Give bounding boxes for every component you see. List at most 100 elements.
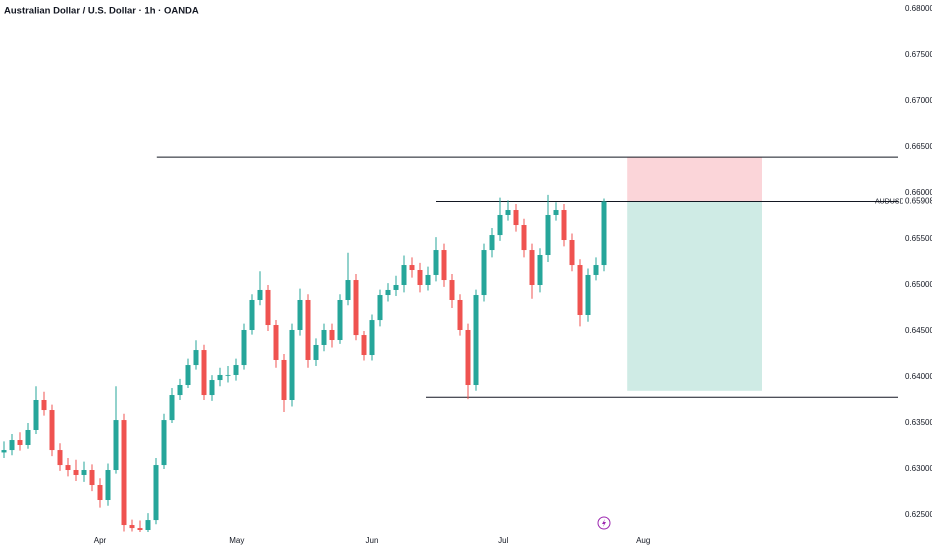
candle-body <box>457 299 463 330</box>
candle-body <box>545 214 551 256</box>
candle-body <box>225 374 231 376</box>
candle-body <box>353 280 359 336</box>
candle-body <box>201 350 207 396</box>
candle-body <box>113 420 119 471</box>
candle-body <box>417 270 423 285</box>
candle-body <box>17 440 23 445</box>
candle-body <box>177 385 183 396</box>
y-tick-label: 0.62500 <box>905 510 932 519</box>
candle-body <box>513 210 519 226</box>
candle-body <box>169 395 175 421</box>
candle-body <box>241 329 247 366</box>
candle-body <box>233 365 239 375</box>
candle-body <box>497 214 503 236</box>
x-tick-label: Jun <box>366 536 379 545</box>
candle-body <box>305 299 311 360</box>
candle-body <box>1 450 7 453</box>
x-tick-label: Aug <box>636 536 650 545</box>
icon-circle <box>597 516 611 530</box>
candle-body <box>385 289 391 296</box>
candle-body <box>265 289 271 326</box>
candle-body <box>97 485 103 501</box>
candle-body <box>489 235 495 251</box>
candle-body <box>585 274 591 315</box>
candle-body <box>529 250 535 285</box>
y-tick-label: 0.64000 <box>905 372 932 381</box>
candle-body <box>481 250 487 296</box>
candle-body <box>433 250 439 275</box>
candle-body <box>377 295 383 321</box>
candle-body <box>409 265 415 271</box>
candle-body <box>33 400 39 430</box>
last-price-label: 0.65908 <box>905 197 932 206</box>
chart-title: Australian Dollar / U.S. Dollar · 1h · O… <box>4 6 199 17</box>
candle-body <box>81 470 87 475</box>
candle-body <box>337 299 343 341</box>
icon-bolt <box>602 519 606 527</box>
y-tick-label: 0.63500 <box>905 418 932 427</box>
candle-body <box>121 420 127 526</box>
candle-body <box>329 329 335 341</box>
candle-body <box>593 265 599 275</box>
y-tick-label: 0.67500 <box>905 50 932 59</box>
candle-body <box>465 329 471 386</box>
candle-body <box>273 325 279 360</box>
candle-body <box>321 329 327 345</box>
candle-body <box>577 265 583 315</box>
candle-body <box>41 400 47 411</box>
candle-body <box>297 299 303 330</box>
candle-body <box>521 225 527 251</box>
y-tick-label: 0.65500 <box>905 234 932 243</box>
y-tick-label: 0.63000 <box>905 464 932 473</box>
candle-body <box>505 210 511 215</box>
candle-body <box>361 335 367 356</box>
candle-body <box>153 465 159 521</box>
candle-body <box>553 210 559 215</box>
replay-icon[interactable] <box>597 516 611 530</box>
x-tick-label: Apr <box>94 536 107 545</box>
stop-zone <box>627 157 762 202</box>
candle-body <box>289 329 295 400</box>
candle-body <box>73 470 79 475</box>
y-tick-label: 0.67000 <box>905 96 932 105</box>
candle-body <box>137 528 143 530</box>
y-tick-label: 0.68000 <box>905 4 932 13</box>
y-tick-label: 0.65000 <box>905 280 932 289</box>
symbol-label: AUDUSD <box>875 198 905 205</box>
x-tick-label: May <box>229 536 244 545</box>
candle-body <box>281 359 287 400</box>
candle-body <box>161 420 167 466</box>
candle-body <box>145 520 151 530</box>
candle-body <box>249 299 255 330</box>
candle-body <box>569 240 575 266</box>
candle-body <box>89 470 95 486</box>
candle-body <box>449 280 455 300</box>
y-tick-label: 0.66000 <box>905 188 932 197</box>
candle-body <box>473 295 479 386</box>
candle-body <box>65 465 71 471</box>
candle-body <box>369 320 375 356</box>
x-tick-label: Jul <box>498 536 508 545</box>
candle-body <box>345 280 351 300</box>
candle-body <box>217 374 223 381</box>
candle-body <box>393 285 399 290</box>
candle-body <box>129 525 135 529</box>
candle-body <box>57 450 63 466</box>
candle-body <box>25 429 31 445</box>
y-tick-label: 0.64500 <box>905 326 932 335</box>
target-zone <box>627 201 762 391</box>
price-label-bg <box>903 196 932 207</box>
candle-body <box>49 410 55 451</box>
candle-body <box>9 440 15 451</box>
candle-body <box>425 274 431 285</box>
candle-body <box>193 350 199 366</box>
candle-body <box>401 265 407 285</box>
candle-body <box>257 289 263 300</box>
y-tick-label: 0.66500 <box>905 142 932 151</box>
candle-body <box>209 380 215 396</box>
candle-body <box>601 201 607 266</box>
candle-body <box>441 250 447 281</box>
plot-area <box>1 156 898 532</box>
candle-body <box>185 365 191 386</box>
